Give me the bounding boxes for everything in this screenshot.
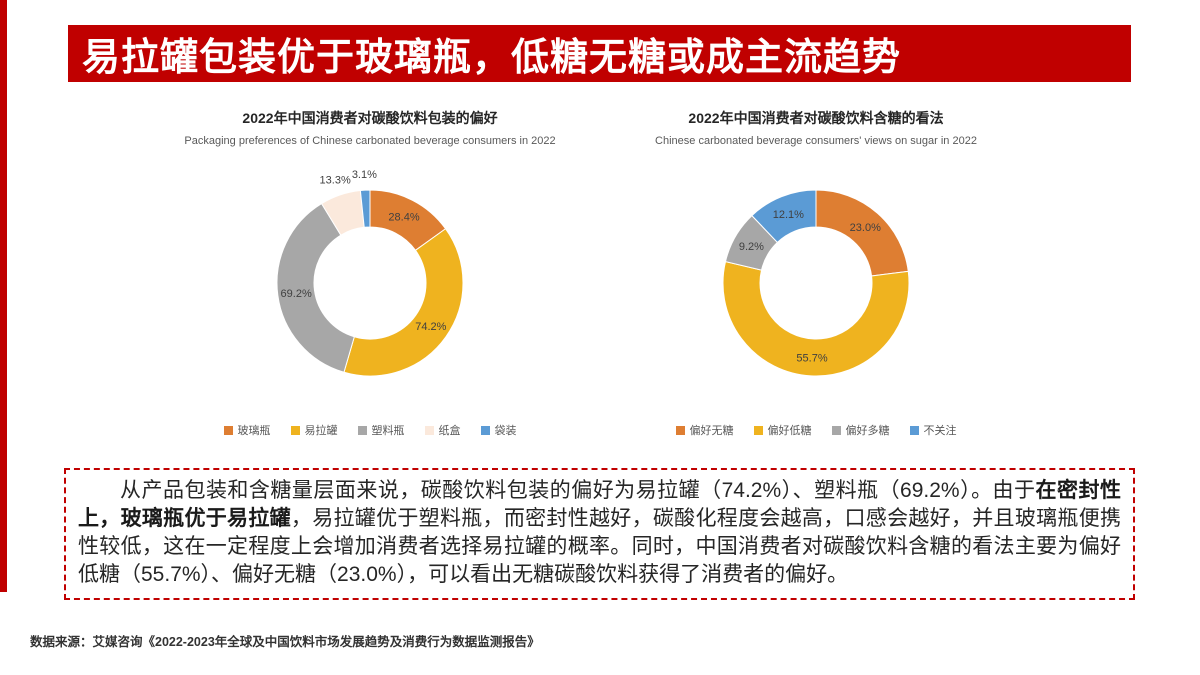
legend-item: 偏好无糖: [675, 422, 734, 438]
left-accent-strip: [0, 0, 7, 592]
legend-swatch-icon: [675, 425, 685, 435]
donut-value-label: 9.2%: [739, 241, 764, 253]
legend-label: 偏好多糖: [845, 425, 890, 437]
donut-value-label: 12.1%: [773, 209, 804, 221]
legend-label: 玻璃瓶: [237, 425, 271, 437]
legend-swatch-icon: [223, 425, 233, 435]
analysis-text-bold: 在密封性上，玻璃瓶优于易拉罐: [78, 479, 1122, 530]
legend-swatch-icon: [753, 425, 763, 435]
legend-item: 袋装: [480, 422, 517, 438]
chart-legend: 玻璃瓶 易拉罐 塑料瓶 纸盒 袋装: [150, 422, 590, 438]
donut-value-label: 28.4%: [388, 212, 419, 224]
donut-chart-packaging: 28.4% 74.2% 69.2% 13.3% 3.1%: [276, 169, 464, 377]
analysis-text: 从产品包装和含糖量层面来说，碳酸饮料包装的偏好为易拉罐（74.2%）、塑料瓶（6…: [78, 477, 1121, 589]
donut-value-label: 23.0%: [850, 222, 881, 234]
legend-item: 塑料瓶: [357, 422, 405, 438]
header-banner: 易拉罐包装优于玻璃瓶，低糖无糖或成主流趋势: [68, 25, 1131, 82]
chart-subtitle: Packaging preferences of Chinese carbona…: [184, 135, 556, 147]
chart-sugar-views: 2022年中国消费者对碳酸饮料含糖的看法 Chinese carbonated …: [596, 108, 1036, 438]
chart-title: 2022年中国消费者对碳酸饮料含糖的看法: [688, 110, 944, 126]
analysis-text-run: ，易拉罐优于塑料瓶，而密封性越好，碳酸化程度会越高，口感会越好，并且玻璃瓶便携性…: [78, 507, 1122, 586]
legend-swatch-icon: [831, 425, 841, 435]
donut-segment-易拉罐: [343, 228, 464, 377]
source-note: 数据来源：艾媒咨询《2022-2023年全球及中国饮料市场发展趋势及消费行为数据…: [30, 635, 540, 649]
legend-swatch-icon: [909, 425, 919, 435]
legend-label: 偏好低糖: [767, 425, 812, 437]
chart-packaging-preferences: 2022年中国消费者对碳酸饮料包装的偏好 Packaging preferenc…: [150, 108, 590, 438]
legend-item: 偏好低糖: [753, 422, 812, 438]
donut-value-label: 74.2%: [415, 321, 446, 333]
donut-segment-塑料瓶: [276, 202, 355, 373]
page-title: 易拉罐包装优于玻璃瓶，低糖无糖或成主流趋势: [82, 37, 902, 79]
legend-swatch-icon: [424, 425, 434, 435]
legend-label: 偏好无糖: [689, 425, 734, 437]
legend-item: 纸盒: [424, 422, 461, 438]
donut-chart-sugar: 23.0% 55.7% 9.2% 12.1%: [722, 189, 910, 377]
legend-swatch-icon: [290, 425, 300, 435]
donut-value-label: 55.7%: [796, 352, 827, 364]
donut-segment-偏好低糖: [722, 260, 910, 377]
donut-value-label: 13.3%: [320, 175, 351, 187]
legend-item: 偏好多糖: [831, 422, 890, 438]
donut-segment-不关注: [751, 189, 817, 244]
legend-swatch-icon: [357, 425, 367, 435]
legend-item: 玻璃瓶: [223, 422, 271, 438]
legend-label: 不关注: [923, 425, 957, 437]
chart-title: 2022年中国消费者对碳酸饮料包装的偏好: [242, 110, 498, 126]
analysis-text-run: 从产品包装和含糖量层面来说，碳酸饮料包装的偏好为易拉罐（74.2%）、塑料瓶（6…: [120, 479, 1036, 502]
analysis-box: 从产品包装和含糖量层面来说，碳酸饮料包装的偏好为易拉罐（74.2%）、塑料瓶（6…: [64, 468, 1135, 600]
legend-item: 不关注: [909, 422, 957, 438]
legend-label: 纸盒: [438, 425, 461, 437]
donut-segment-袋装: [359, 189, 371, 228]
chart-legend: 偏好无糖 偏好低糖 偏好多糖 不关注: [596, 422, 1036, 438]
donut-value-label: 69.2%: [281, 288, 312, 300]
legend-label: 塑料瓶: [371, 425, 405, 437]
chart-subtitle: Chinese carbonated beverage consumers' v…: [655, 135, 977, 147]
legend-label: 易拉罐: [304, 425, 338, 437]
legend-swatch-icon: [480, 425, 490, 435]
donut-value-label: 3.1%: [352, 169, 377, 181]
legend-label: 袋装: [494, 425, 517, 437]
legend-item: 易拉罐: [290, 422, 338, 438]
